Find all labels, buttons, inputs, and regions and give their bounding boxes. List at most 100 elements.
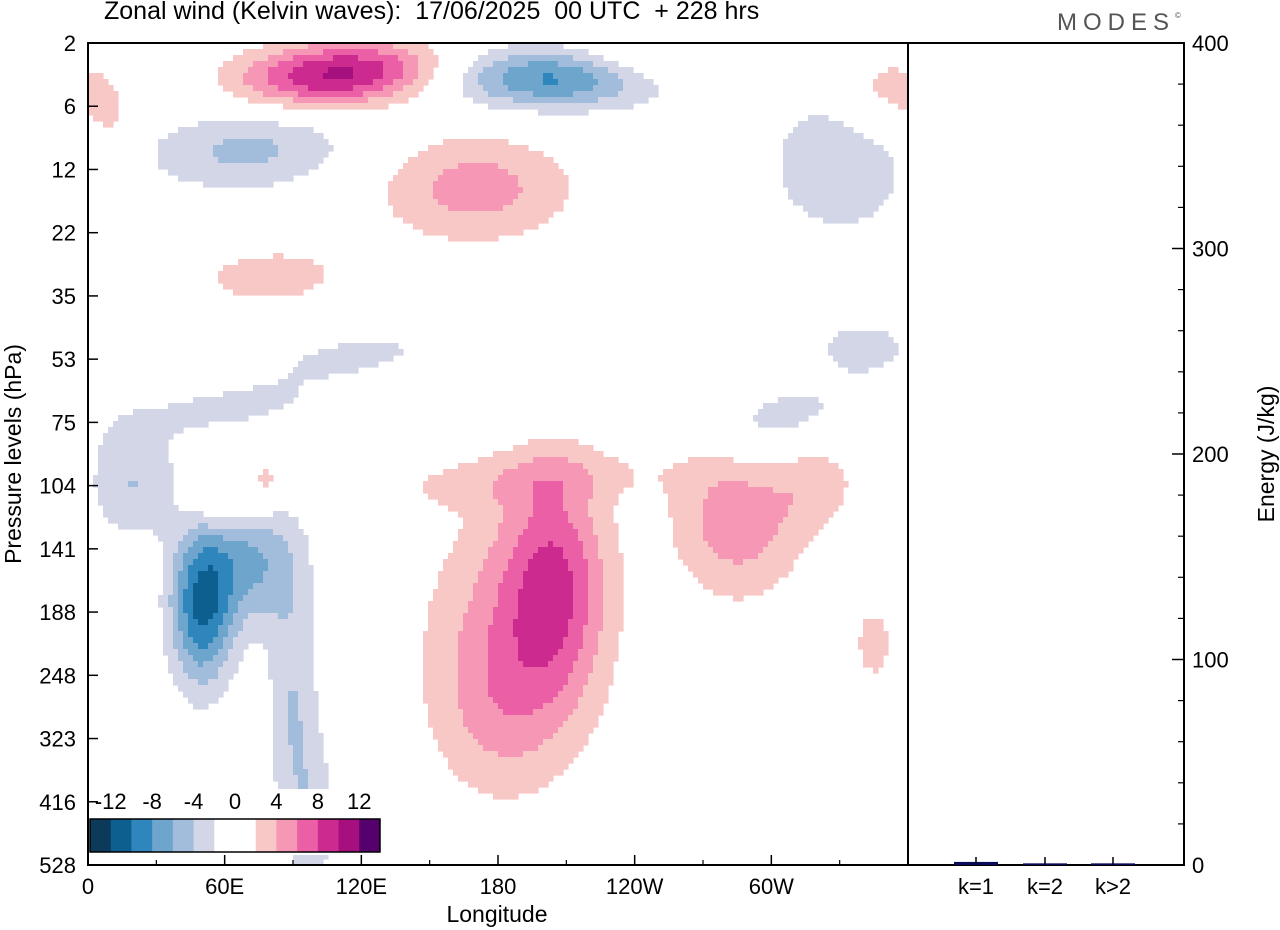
field-cell [813,145,819,152]
field-cell [538,631,544,638]
field-cell [508,73,514,80]
field-cell [803,463,809,470]
field-cell [488,151,494,158]
field-cell [108,115,114,122]
field-cell [248,259,254,266]
field-cell [788,511,794,518]
field-cell [678,487,684,494]
field-cell [793,499,799,506]
field-cell [553,535,559,542]
field-cell [518,487,524,494]
field-cell [223,631,229,638]
field-cell [153,529,159,536]
field-cell [298,619,304,626]
field-cell [473,79,479,86]
field-cell [293,607,299,614]
field-cell [413,85,419,92]
field-cell [133,421,139,428]
field-cell [543,475,549,482]
field-cell [308,361,314,368]
field-cell [533,457,539,464]
field-cell [203,409,209,416]
field-cell [773,469,779,476]
field-cell [703,517,709,524]
field-cell [218,175,224,182]
field-cell [243,73,249,80]
field-cell [118,457,124,464]
field-cell [468,493,474,500]
field-cell [583,475,589,482]
field-cell [478,505,484,512]
field-cell [308,259,314,266]
field-cell [278,283,284,290]
field-cell [293,391,299,398]
field-cell [508,211,514,218]
field-cell [138,433,144,440]
field-cell [518,607,524,614]
field-cell [783,559,789,566]
field-cell [343,361,349,368]
field-cell [598,55,604,62]
field-cell [478,535,484,542]
field-cell [738,547,744,554]
field-cell [463,205,469,212]
field-cell [798,469,804,476]
field-cell [113,445,119,452]
field-cell [508,79,514,86]
field-cell [488,187,494,194]
field-cell [503,595,509,602]
field-cell [473,223,479,230]
field-cell [583,469,589,476]
field-cell [523,505,529,512]
field-cell [328,79,334,86]
field-cell [828,175,834,182]
field-cell [573,481,579,488]
field-cell [323,355,329,362]
field-cell [273,157,279,164]
field-cell [763,577,769,584]
field-cell [123,457,129,464]
field-cell [538,445,544,452]
field-cell [448,595,454,602]
field-cell [823,163,829,170]
field-cell [548,565,554,572]
field-cell [453,145,459,152]
field-cell [118,493,124,500]
field-cell [158,445,164,452]
field-cell [528,73,534,80]
field-cell [308,595,314,602]
field-cell [208,571,214,578]
field-cell [748,481,754,488]
field-cell [498,499,504,506]
field-cell [278,577,284,584]
field-cell [523,601,529,608]
field-cell [473,505,479,512]
field-cell [813,481,819,488]
field-cell [853,139,859,146]
field-cell [533,79,539,86]
field-cell [433,145,439,152]
field-cell [743,469,749,476]
field-cell [293,169,299,176]
field-cell [433,157,439,164]
field-cell [798,535,804,542]
field-cell [303,547,309,554]
field-cell [453,589,459,596]
field-cell [513,487,519,494]
field-cell [513,535,519,542]
field-cell [558,175,564,182]
field-cell [743,499,749,506]
field-cell [833,349,839,356]
field-cell [298,103,304,110]
field-cell [728,469,734,476]
field-cell [458,223,464,230]
field-cell [253,535,259,542]
field-cell [793,487,799,494]
field-cell [308,283,314,290]
field-cell [388,49,394,56]
field-cell [483,139,489,146]
field-cell [548,205,554,212]
field-cell [253,577,259,584]
field-cell [453,235,459,242]
field-cell [593,595,599,602]
